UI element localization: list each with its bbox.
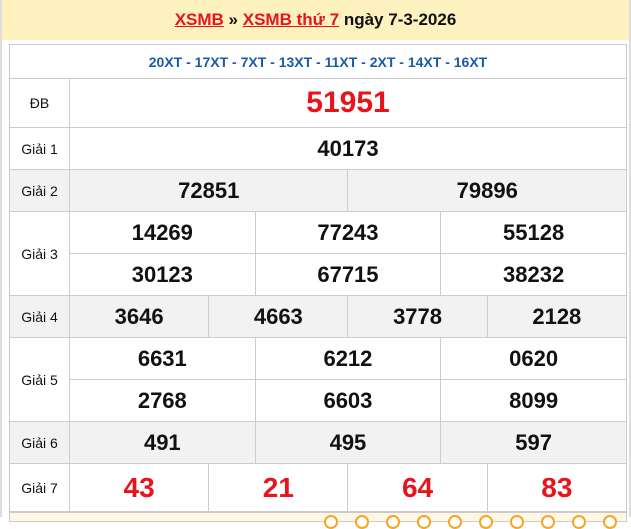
results-table: 20XT - 17XT - 7XT - 13XT - 11XT - 2XT - …: [9, 44, 628, 512]
prize-6-number: 597: [440, 421, 627, 464]
footer-bar: [9, 512, 627, 522]
prize-3-number: 38232: [440, 253, 627, 296]
prize-5-number: 6631: [69, 337, 256, 380]
lottery-codes: 20XT - 17XT - 7XT - 13XT - 11XT - 2XT - …: [9, 44, 627, 79]
page-header: XSMB » XSMB thứ 7 ngày 7-3-2026: [2, 0, 629, 40]
loading-dot-icon: [417, 515, 431, 529]
prize-5-number: 6212: [254, 337, 442, 380]
loading-dot-icon: [479, 515, 493, 529]
prize-5-number: 0620: [440, 337, 627, 380]
prize-5-number: 6603: [254, 379, 442, 422]
prize-3-number: 77243: [254, 211, 442, 254]
loading-dot-icon: [386, 515, 400, 529]
prize-6-number: 491: [69, 421, 256, 464]
prize-4-number: 3646: [68, 295, 210, 338]
prize-label: Giải 2: [9, 169, 70, 212]
prize-label: Giải 1: [9, 127, 70, 170]
prize-label: Giải 4: [9, 295, 70, 338]
loading-dot-icon: [324, 515, 338, 529]
loading-dot-icon: [572, 515, 586, 529]
xsmb-link[interactable]: XSMB: [174, 10, 224, 29]
prize-label: Giải 5: [9, 337, 70, 422]
prize-2-number: 79896: [347, 169, 627, 212]
breadcrumb-sep: »: [223, 10, 243, 29]
prize-label: ĐB: [9, 78, 70, 128]
prize-label: Giải 3: [9, 211, 70, 296]
prize-7-number: 83: [486, 463, 628, 512]
loading-dot-icon: [510, 515, 524, 529]
loading-dot-icon: [541, 515, 555, 529]
special-prize: 51951: [69, 78, 627, 128]
prize-7-number: 21: [208, 463, 349, 512]
prize-5-number: 2768: [69, 379, 256, 422]
prize-3-number: 67715: [254, 253, 442, 296]
prize-label: Giải 6: [9, 421, 70, 464]
prize-4-number: 4663: [208, 295, 349, 338]
draw-date: ngày 7-3-2026: [339, 10, 457, 29]
prize-7-number: 64: [347, 463, 488, 512]
prize-label: Giải 7: [9, 463, 70, 512]
prize-6-number: 495: [254, 421, 442, 464]
prize-3-number: 30123: [69, 253, 256, 296]
prize-4-number: 2128: [486, 295, 628, 338]
prize-3-number: 14269: [69, 211, 256, 254]
prize-2-number: 72851: [68, 169, 349, 212]
loading-dot-icon: [448, 515, 462, 529]
loading-dot-icon: [603, 515, 617, 529]
prize-7-number: 43: [68, 463, 210, 512]
xsmb-thu7-link[interactable]: XSMB thứ 7: [242, 10, 340, 29]
prize-5-number: 8099: [440, 379, 627, 422]
loading-dot-icon: [355, 515, 369, 529]
prize-4-number: 3778: [347, 295, 488, 338]
prize-3-number: 55128: [440, 211, 627, 254]
prize-1-number: 40173: [69, 127, 627, 170]
